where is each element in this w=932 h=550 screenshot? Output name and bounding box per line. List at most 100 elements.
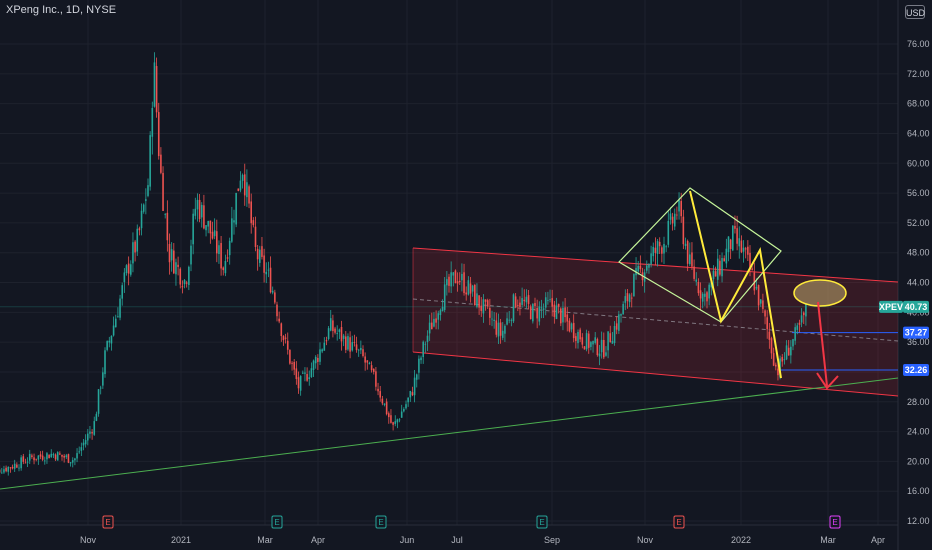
candle-body (422, 341, 425, 358)
candle-body (293, 361, 296, 370)
candle-body (325, 340, 328, 342)
candle-body (375, 371, 377, 387)
earnings-marker (375, 515, 387, 529)
candle-body (112, 325, 115, 336)
x-tick-label: 2022 (731, 535, 751, 545)
earnings-marker (102, 515, 114, 529)
candle-body (347, 336, 349, 350)
candle-body (732, 225, 734, 251)
candle-body (16, 464, 18, 468)
candle-body (87, 433, 89, 441)
candle-body (360, 347, 362, 351)
candle-body (476, 293, 478, 307)
candle-body (775, 364, 777, 367)
candle-body (766, 317, 769, 330)
candle-body (26, 461, 29, 463)
candle-body (699, 290, 702, 299)
x-tick-label: Sep (544, 535, 560, 545)
candle-body (175, 262, 177, 275)
candle-body (302, 372, 304, 374)
candle-body (308, 377, 311, 380)
candle-body (366, 360, 369, 363)
candle-body (33, 457, 35, 461)
candle-body (390, 415, 392, 423)
candle-body (400, 411, 403, 418)
candle-body (398, 419, 401, 421)
candle-body (200, 204, 203, 218)
x-tick-label: Mar (820, 535, 836, 545)
candle-body (183, 280, 186, 285)
candle-body (114, 318, 117, 328)
candle-body (123, 272, 126, 283)
candle-body (484, 299, 487, 302)
candle-body (697, 281, 700, 294)
candle-body (256, 248, 259, 260)
candle-body (723, 258, 726, 262)
candle-body (592, 341, 594, 345)
candle-body (63, 455, 65, 458)
candle-body (340, 326, 343, 342)
candle-body (54, 454, 57, 460)
candle-body (312, 360, 315, 371)
candle-body (93, 421, 96, 435)
x-tick-label: Apr (871, 535, 885, 545)
candle-body (796, 325, 799, 330)
level-badge-value: 37.27 (905, 328, 928, 338)
candle-body (213, 230, 216, 237)
candle-body (721, 258, 723, 277)
candle-body (314, 356, 317, 364)
y-tick-label: 48.00 (907, 248, 930, 258)
candle-body (555, 305, 558, 319)
candle-body (61, 454, 63, 457)
candle-body (278, 318, 280, 322)
candle-body (648, 264, 650, 268)
candle-body (646, 265, 648, 271)
candle-body (719, 260, 721, 275)
candle-body (355, 344, 358, 351)
candle-body (56, 452, 59, 461)
candle-body (385, 401, 388, 415)
candle-body (652, 246, 655, 257)
y-tick-label: 60.00 (907, 158, 930, 168)
candle-body (753, 272, 756, 291)
candle-body (480, 305, 483, 311)
candle-body (738, 238, 741, 247)
candle-body (368, 362, 371, 365)
candle-body (134, 241, 136, 253)
candle-body (497, 322, 500, 337)
candle-body (282, 335, 285, 341)
candle-body (65, 455, 68, 458)
candle-body (469, 283, 472, 294)
candle-body (323, 342, 326, 351)
candle-body (321, 349, 323, 352)
candle-body (725, 248, 728, 264)
candle-body (132, 242, 134, 264)
candle-body (691, 252, 693, 267)
candle-body (755, 286, 758, 289)
candle-body (783, 359, 786, 361)
candle-body (59, 453, 61, 455)
candle-body (540, 307, 543, 309)
y-tick-label: 72.00 (907, 69, 930, 79)
candle-body (136, 228, 139, 252)
candle-body (248, 186, 250, 204)
candle-body (228, 240, 231, 256)
candle-body (749, 252, 751, 270)
candle-body (319, 349, 321, 362)
candle-body (542, 308, 545, 310)
candle-body (269, 267, 272, 293)
currency-badge[interactable]: USD (905, 5, 925, 19)
candle-body (439, 310, 442, 316)
candle-body (656, 241, 659, 254)
candle-body (84, 440, 87, 445)
candle-body (678, 199, 680, 212)
candle-body (495, 320, 498, 335)
candle-body (35, 458, 38, 460)
candle-body (91, 432, 93, 434)
candle-body (306, 373, 308, 381)
candle-body (658, 241, 661, 247)
candle-body (605, 352, 607, 356)
candle-body (446, 279, 448, 286)
candle-body (805, 304, 807, 317)
